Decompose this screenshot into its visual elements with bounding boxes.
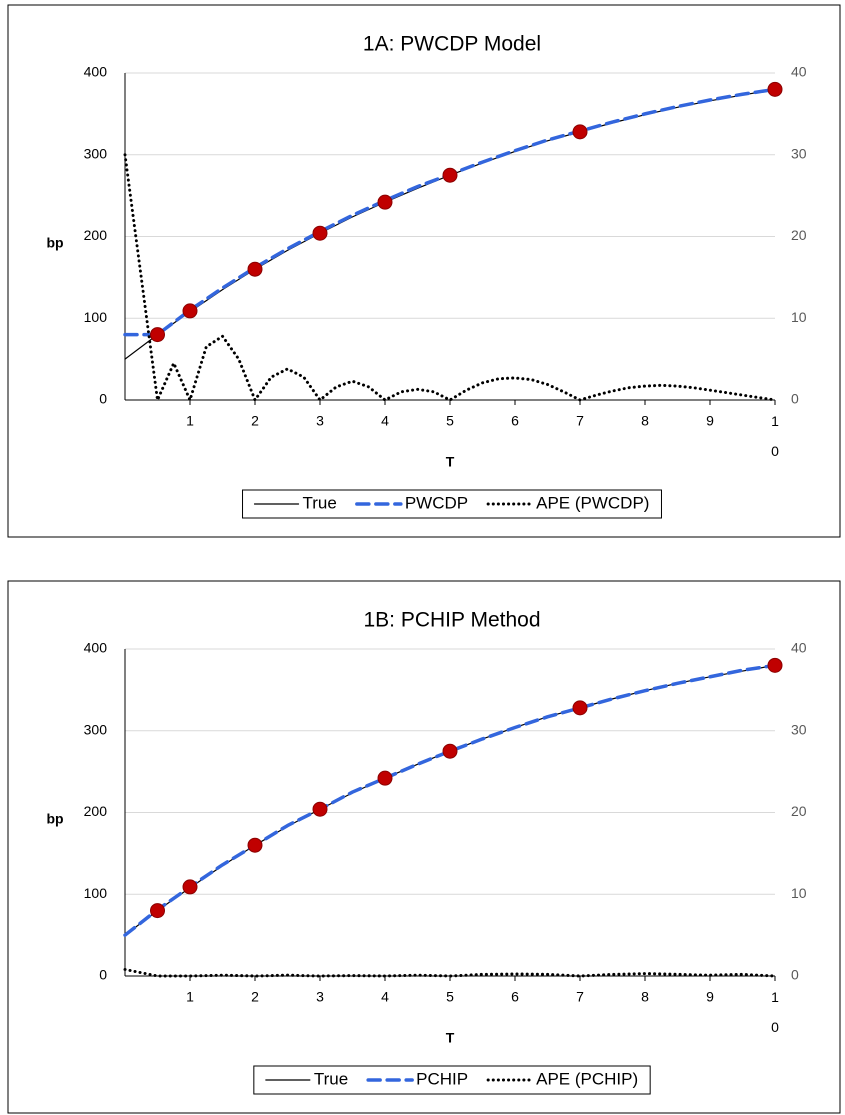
legend: True PCHIP APE (PCHIP) (253, 1065, 651, 1095)
y-tick-label: 100 (84, 885, 108, 901)
marker (150, 903, 165, 919)
y2-tick-label: 20 (791, 227, 807, 243)
y2-tick-label: 0 (791, 967, 799, 983)
x-tick-label: 1 (186, 413, 194, 429)
chart-title: 1A: PWCDP Model (363, 33, 541, 56)
chart-border (7, 580, 841, 1114)
x-tick-label: 9 (706, 989, 714, 1005)
marker (182, 303, 198, 319)
y-tick-label: 200 (84, 227, 108, 243)
y-tick-label: 0 (99, 391, 107, 407)
series-line (123, 663, 777, 937)
x-tick-label: 8 (641, 989, 649, 1005)
legend: True PWCDP APE (PWCDP) (242, 489, 662, 519)
x-tick-label: 4 (381, 989, 389, 1005)
marker (572, 700, 588, 716)
x-tick-label: 2 (251, 413, 259, 429)
x-axis-label: T (446, 1030, 455, 1046)
legend-label: PCHIP (416, 1069, 468, 1088)
y-axis-label: bp (46, 811, 63, 827)
legend-box (242, 489, 662, 519)
x-tick-label: 6 (511, 989, 519, 1005)
x-tick-label: 1 (186, 989, 194, 1005)
series-line (123, 153, 777, 402)
y-tick-label: 300 (84, 145, 108, 161)
x-tick-label: 7 (576, 989, 584, 1005)
y2-tick-label: 30 (791, 721, 807, 737)
series-line (123, 967, 777, 978)
x-tick-label: 4 (381, 413, 389, 429)
legend-label: PWCDP (405, 493, 468, 512)
marker (312, 225, 328, 241)
chart-border (7, 4, 841, 538)
x-tick-label: 2 (251, 989, 259, 1005)
y2-tick-label: 20 (791, 803, 807, 819)
marker (182, 879, 198, 895)
x-axis-label: T (446, 454, 455, 470)
y-tick-label: 100 (84, 309, 108, 325)
y-tick-label: 300 (84, 721, 108, 737)
y2-tick-label: 30 (791, 145, 807, 161)
x-tick-label: 9 (706, 413, 714, 429)
legend-label: APE (PCHIP) (536, 1069, 638, 1088)
y-tick-label: 400 (84, 640, 108, 656)
y2-tick-label: 0 (791, 391, 799, 407)
marker (377, 770, 393, 786)
marker (767, 657, 783, 673)
marker (442, 743, 458, 759)
y-tick-label: 400 (84, 64, 108, 80)
y2-tick-label: 40 (791, 64, 807, 80)
y-tick-label: 200 (84, 803, 108, 819)
y2-tick-label: 10 (791, 309, 807, 325)
marker (312, 801, 328, 817)
x-tick-label: 6 (511, 413, 519, 429)
x-tick-label: 5 (446, 989, 454, 1005)
legend-label: True (303, 493, 337, 512)
chart-title: 1B: PCHIP Method (363, 609, 540, 632)
legend-label: APE (PWCDP) (536, 493, 649, 512)
x-tick-label: 8 (641, 413, 649, 429)
y-tick-label: 0 (99, 967, 107, 983)
marker (247, 261, 263, 277)
y2-tick-label: 40 (791, 640, 807, 656)
marker (150, 327, 165, 343)
x-tick-label: 5 (446, 413, 454, 429)
marker (767, 81, 783, 97)
legend-label: True (314, 1069, 348, 1088)
legend-box (253, 1065, 651, 1095)
marker (572, 124, 588, 140)
marker (377, 194, 393, 210)
y-axis-label: bp (46, 235, 63, 251)
x-tick-label: 7 (576, 413, 584, 429)
series-line (123, 87, 777, 337)
x-tick-label: 3 (316, 413, 324, 429)
x-tick-label: 3 (316, 989, 324, 1005)
marker (247, 837, 263, 853)
y2-tick-label: 10 (791, 885, 807, 901)
marker (442, 167, 458, 183)
